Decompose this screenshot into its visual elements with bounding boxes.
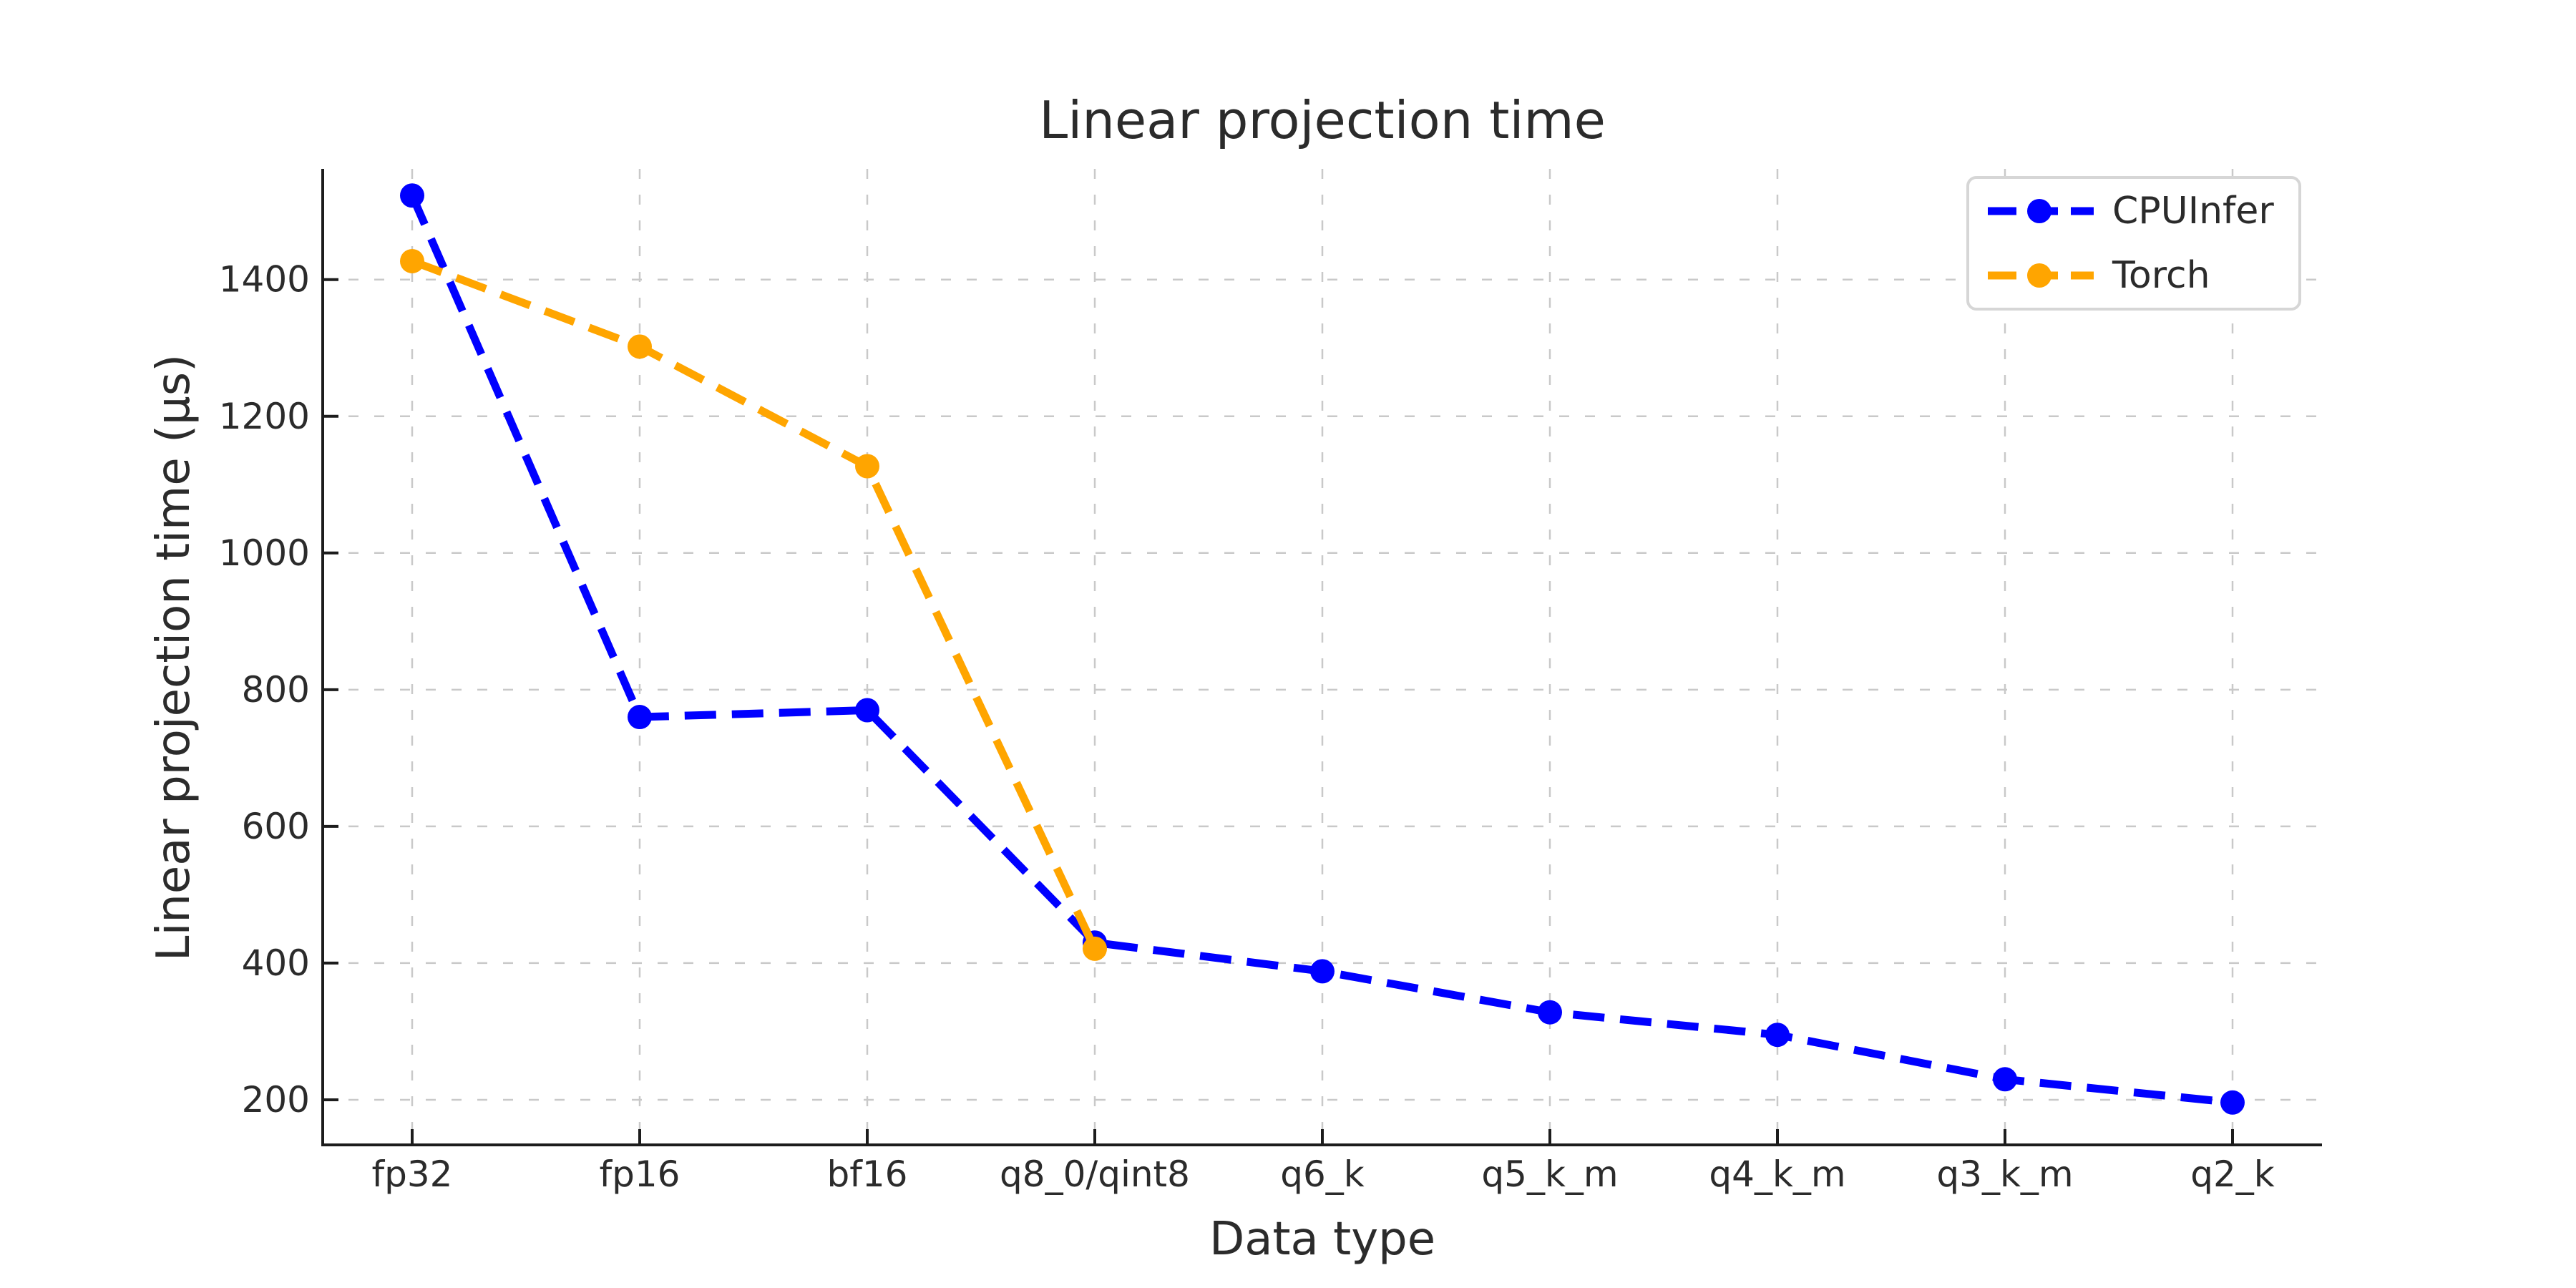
legend: CPUInfer Torch — [1966, 176, 2301, 311]
axis-ticks — [323, 278, 2234, 1145]
y-tick-label: 200 — [242, 1079, 310, 1121]
x-tick-label: bf16 — [827, 1153, 908, 1195]
y-tick-label: 1200 — [219, 396, 310, 437]
data-point-Torch-q8_0/qint8 — [1083, 936, 1107, 961]
y-axis-label: Linear projection time (μs) — [147, 353, 200, 962]
legend-line-sample-icon — [1988, 199, 2094, 223]
data-point-CPUInfer-q3_k_m — [1993, 1067, 2017, 1092]
data-point-CPUInfer-q4_k_m — [1765, 1023, 1790, 1048]
data-point-Torch-fp32 — [400, 248, 424, 273]
x-tick-label: fp32 — [372, 1153, 453, 1195]
legend-marker-icon — [2027, 199, 2051, 223]
series-line-Torch — [411, 257, 1098, 951]
data-point-CPUInfer-q6_k — [1310, 959, 1335, 984]
y-tick-label: 1000 — [219, 532, 310, 574]
data-point-CPUInfer-fp16 — [628, 705, 652, 730]
data-point-CPUInfer-fp32 — [400, 183, 424, 208]
chart-title: Linear projection time — [1039, 90, 1606, 150]
data-point-CPUInfer-bf16 — [855, 698, 879, 723]
x-tick-label: q8_0/qint8 — [1000, 1153, 1190, 1195]
legend-label: CPUInfer — [2112, 190, 2274, 233]
data-point-Torch-fp16 — [628, 334, 652, 359]
y-tick-label: 400 — [242, 942, 310, 984]
legend-line-sample-icon — [1988, 263, 2094, 288]
x-tick-label: q3_k_m — [1936, 1153, 2073, 1195]
x-axis-label: Data type — [1209, 1213, 1436, 1266]
x-tick-label: q6_k — [1280, 1153, 1365, 1195]
x-tick-label: q4_k_m — [1709, 1153, 1845, 1195]
y-tick-label: 1400 — [219, 259, 310, 301]
legend-marker-icon — [2027, 263, 2051, 288]
data-point-Torch-bf16 — [855, 454, 879, 479]
legend-entry-cpuinfer: CPUInfer — [1985, 190, 2298, 233]
legend-label: Torch — [2112, 254, 2210, 297]
x-tick-label: q2_k — [2190, 1153, 2275, 1195]
data-series — [400, 183, 2245, 1115]
x-tick-label: fp16 — [600, 1153, 680, 1195]
axis-tick-labels: 200 400 600 800 1000 1200 1400 fp32 fp16 bf16 q8_0… — [219, 259, 2275, 1195]
y-tick-label: 800 — [242, 669, 310, 711]
data-point-CPUInfer-q5_k_m — [1538, 1000, 1562, 1025]
y-tick-label: 600 — [242, 806, 310, 847]
data-point-CPUInfer-q2_k — [2220, 1090, 2245, 1115]
legend-entry-torch: Torch — [1985, 254, 2298, 297]
gridlines — [323, 169, 2322, 1145]
x-tick-label: q5_k_m — [1481, 1153, 1618, 1195]
